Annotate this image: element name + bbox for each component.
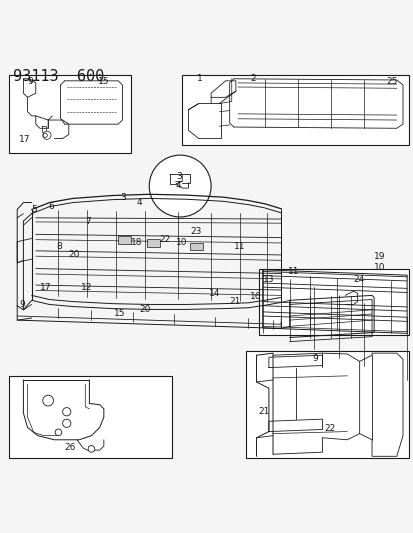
Text: 21: 21 xyxy=(229,297,240,306)
Text: 25: 25 xyxy=(386,77,397,86)
Text: 17: 17 xyxy=(19,135,31,144)
Text: 5: 5 xyxy=(31,205,37,214)
Circle shape xyxy=(43,133,47,138)
Text: 14: 14 xyxy=(209,289,220,298)
Circle shape xyxy=(55,429,62,435)
Bar xyxy=(258,269,408,335)
Text: 2: 2 xyxy=(250,74,255,83)
Text: 4: 4 xyxy=(137,198,142,207)
Bar xyxy=(9,376,171,458)
Text: 18: 18 xyxy=(131,238,142,247)
Text: 21: 21 xyxy=(258,407,269,416)
Text: 15: 15 xyxy=(114,310,126,318)
Circle shape xyxy=(149,155,211,217)
Text: 9: 9 xyxy=(311,353,317,362)
Text: 20: 20 xyxy=(139,305,150,314)
Text: 3: 3 xyxy=(176,172,181,181)
Bar xyxy=(9,75,131,153)
Text: 19: 19 xyxy=(373,252,385,261)
Text: 12: 12 xyxy=(81,284,92,293)
Text: 9: 9 xyxy=(19,300,25,309)
Text: 23: 23 xyxy=(190,227,202,236)
Circle shape xyxy=(62,408,71,416)
Bar xyxy=(118,236,131,244)
Text: 9: 9 xyxy=(27,77,33,86)
Text: 3: 3 xyxy=(120,193,126,201)
Bar xyxy=(182,75,408,145)
Bar xyxy=(147,239,159,247)
Text: 16: 16 xyxy=(250,292,261,301)
Text: 17: 17 xyxy=(40,284,51,293)
Text: 11: 11 xyxy=(233,242,245,251)
Circle shape xyxy=(88,446,95,452)
Text: 1: 1 xyxy=(197,74,202,83)
Text: 93113  600: 93113 600 xyxy=(13,69,104,84)
Text: 26: 26 xyxy=(64,443,76,452)
Circle shape xyxy=(43,131,51,140)
Bar xyxy=(246,351,408,458)
Text: 7: 7 xyxy=(85,217,91,227)
Text: 15: 15 xyxy=(97,77,109,86)
Text: 6: 6 xyxy=(48,202,54,211)
Bar xyxy=(190,243,202,250)
Text: 10: 10 xyxy=(176,238,187,247)
Text: 20: 20 xyxy=(69,251,80,260)
Text: 22: 22 xyxy=(324,424,335,433)
Text: 10: 10 xyxy=(373,263,385,272)
Text: 22: 22 xyxy=(159,235,171,244)
Text: 24: 24 xyxy=(353,275,364,284)
Text: 11: 11 xyxy=(287,267,298,276)
Circle shape xyxy=(62,419,71,427)
Circle shape xyxy=(43,395,53,406)
Text: 4: 4 xyxy=(176,181,181,190)
Text: 8: 8 xyxy=(56,242,62,251)
Text: 13: 13 xyxy=(262,275,273,284)
